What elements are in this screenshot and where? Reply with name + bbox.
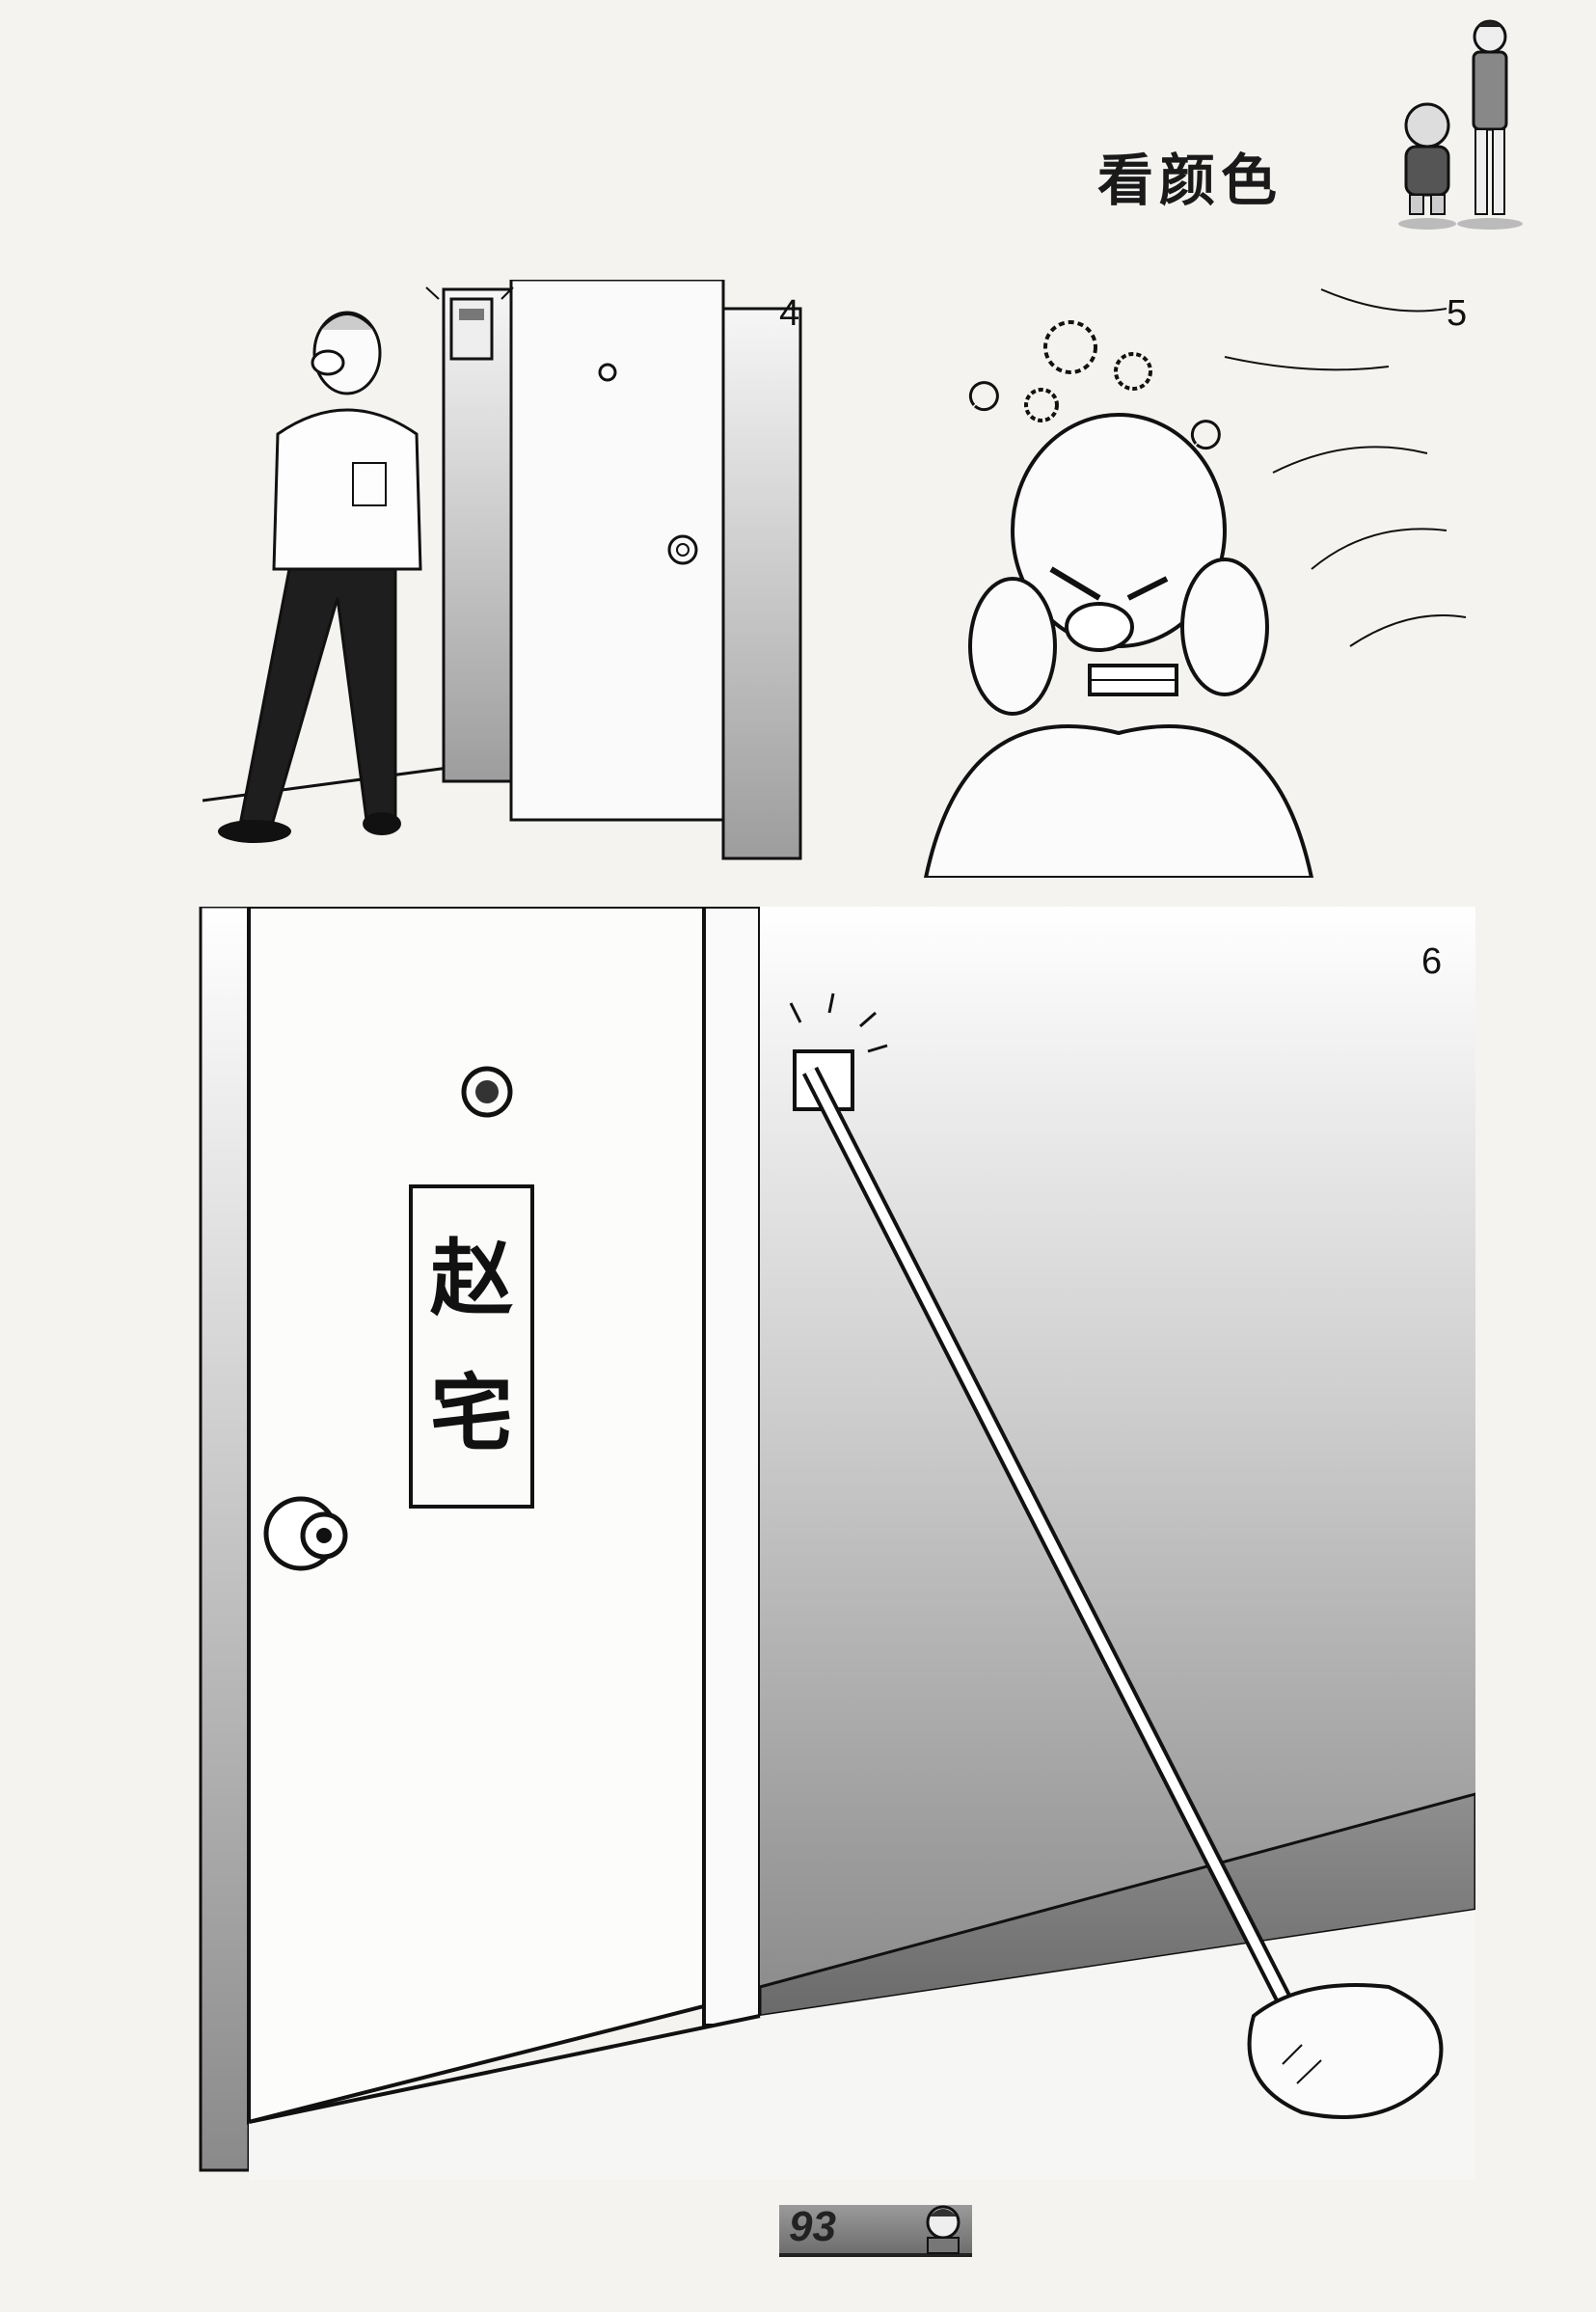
two-characters-icon [1398, 19, 1523, 230]
panel-number: 4 [779, 293, 800, 334]
panel-6-art [199, 907, 1475, 2180]
nameplate-char: 赵 [430, 1230, 513, 1327]
mascot-face-icon [926, 2205, 960, 2254]
panel-5-art [923, 288, 1467, 878]
panel-4-art [203, 280, 802, 860]
nameplate-char: 宅 [430, 1365, 513, 1462]
chapter-title: 看颜色 [1097, 148, 1284, 213]
door-nameplate: 赵 宅 [409, 1184, 534, 1509]
panel-number: 6 [1421, 941, 1443, 982]
page-number: 93 [789, 2203, 836, 2250]
panel-number: 5 [1447, 293, 1468, 334]
